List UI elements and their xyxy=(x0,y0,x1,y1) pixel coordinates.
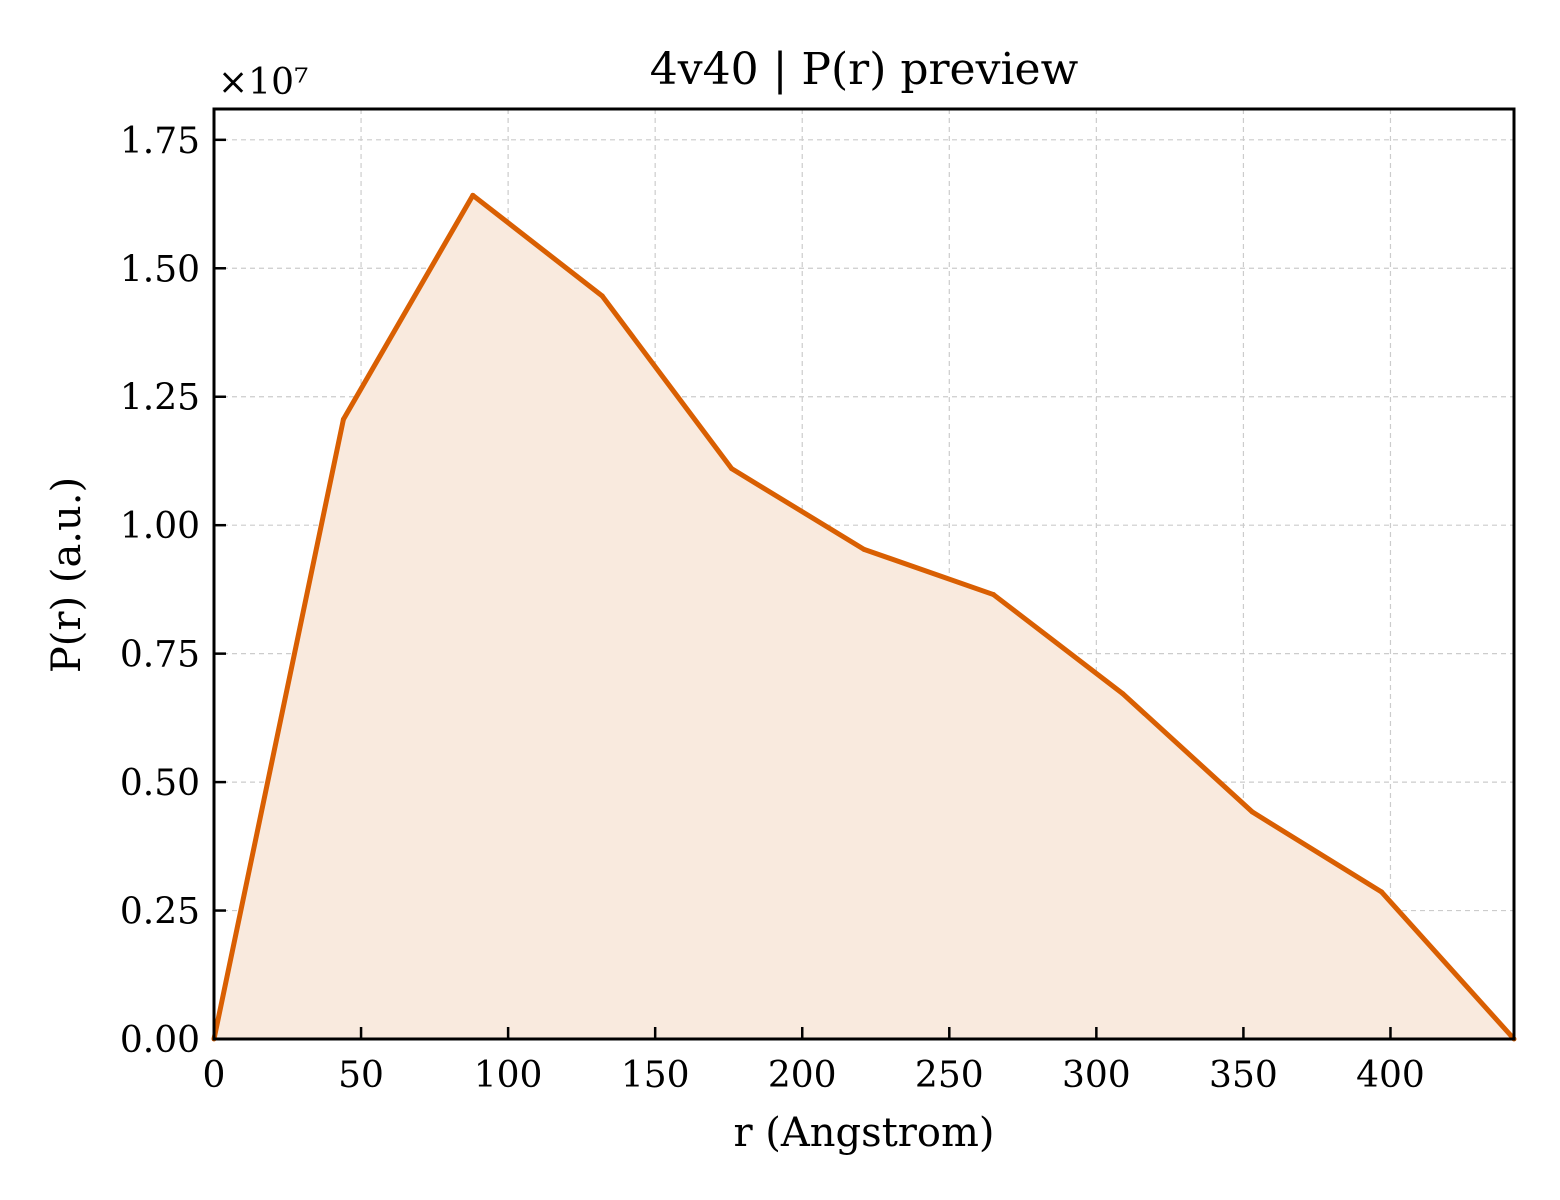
x-tick-label-1: 50 xyxy=(338,1055,384,1096)
data-point-1 xyxy=(340,416,346,422)
plot-frame xyxy=(212,107,1516,1041)
y-tick-label-0: 0.00 xyxy=(120,1020,200,1061)
x-tick-label-7: 350 xyxy=(1209,1055,1278,1096)
y-tick-label-7: 1.75 xyxy=(120,121,200,162)
data-point-7 xyxy=(1120,691,1126,697)
y-axis-multiplier: ×10⁷ xyxy=(218,62,308,103)
y-tick-label-1: 0.25 xyxy=(120,892,200,933)
x-tick-label-4: 200 xyxy=(768,1055,837,1096)
data-point-5 xyxy=(861,546,867,552)
y-tick-label-3: 0.75 xyxy=(120,635,200,676)
data-point-6 xyxy=(990,592,996,598)
data-point-8 xyxy=(1249,809,1255,815)
y-tick-label-5: 1.25 xyxy=(120,378,200,419)
chart-title: 4v40 | P(r) preview xyxy=(650,44,1079,95)
data-point-9 xyxy=(1379,889,1385,895)
series-area-fill xyxy=(214,195,1514,1039)
data-point-3 xyxy=(599,293,605,299)
x-axis-label: r (Angstrom) xyxy=(733,1110,994,1156)
x-tick-label-3: 150 xyxy=(621,1055,690,1096)
x-tick-label-0: 0 xyxy=(203,1055,226,1096)
y-tick-label-6: 1.50 xyxy=(120,249,200,290)
x-axis-ticks: 0 50 100 150 200 250 300 350 400 xyxy=(203,1027,1425,1096)
data-point-2 xyxy=(470,192,476,198)
y-tick-label-4: 1.00 xyxy=(120,506,200,547)
y-axis-label: P(r) (a.u.) xyxy=(44,477,90,673)
y-axis-ticks: 0.00 0.25 0.50 0.75 1.00 1.25 1.50 1.75 xyxy=(120,121,226,1061)
data-point-4 xyxy=(729,466,735,472)
x-tick-label-8: 400 xyxy=(1356,1055,1425,1096)
x-tick-label-2: 100 xyxy=(474,1055,543,1096)
y-tick-label-2: 0.50 xyxy=(120,763,200,804)
x-tick-label-5: 250 xyxy=(915,1055,984,1096)
x-tick-label-6: 300 xyxy=(1062,1055,1131,1096)
